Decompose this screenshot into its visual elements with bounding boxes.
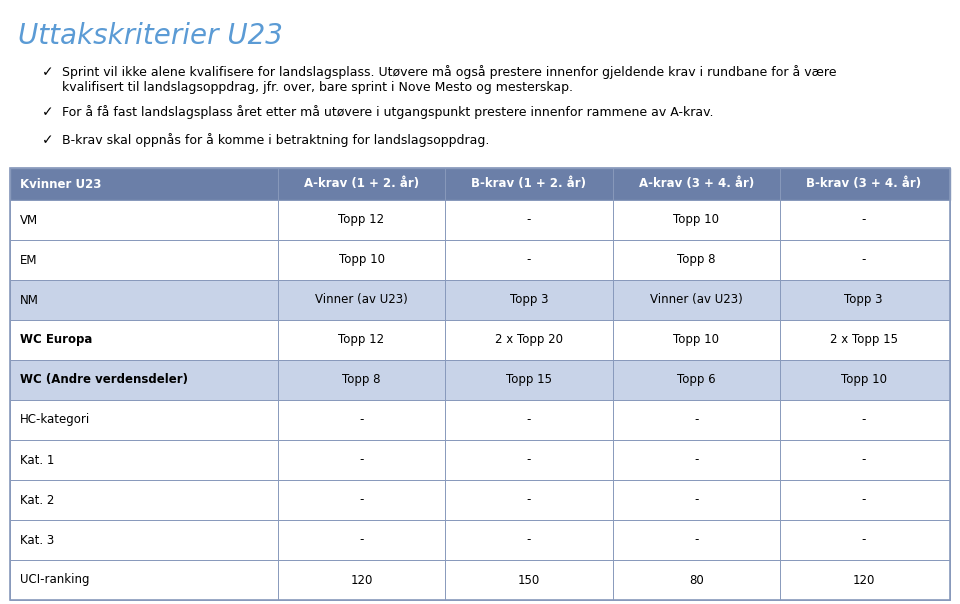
Text: -: - bbox=[359, 454, 364, 466]
Text: B-krav (1 + 2. år): B-krav (1 + 2. år) bbox=[471, 178, 587, 190]
Text: Kat. 3: Kat. 3 bbox=[20, 533, 55, 547]
Text: -: - bbox=[527, 213, 531, 226]
Text: -: - bbox=[694, 454, 698, 466]
Text: -: - bbox=[694, 533, 698, 547]
Text: ✓: ✓ bbox=[42, 133, 54, 147]
Text: 150: 150 bbox=[517, 574, 540, 586]
Text: -: - bbox=[861, 454, 866, 466]
Text: -: - bbox=[527, 533, 531, 547]
Bar bbox=[10, 320, 950, 360]
Bar bbox=[10, 520, 950, 560]
Text: B-krav (3 + 4. år): B-krav (3 + 4. år) bbox=[806, 178, 921, 190]
Text: NM: NM bbox=[20, 294, 38, 306]
Text: Topp 10: Topp 10 bbox=[841, 373, 886, 387]
Text: -: - bbox=[861, 533, 866, 547]
Text: -: - bbox=[359, 414, 364, 426]
Text: Topp 15: Topp 15 bbox=[506, 373, 552, 387]
Text: EM: EM bbox=[20, 254, 37, 266]
Bar bbox=[10, 168, 950, 600]
Text: Kat. 2: Kat. 2 bbox=[20, 493, 55, 507]
Text: Sprint vil ikke alene kvalifisere for landslagsplass. Utøvere må også prestere i: Sprint vil ikke alene kvalifisere for la… bbox=[62, 65, 836, 94]
Text: B-krav skal oppnås for å komme i betraktning for landslagsoppdrag.: B-krav skal oppnås for å komme i betrakt… bbox=[62, 133, 490, 147]
Text: Topp 3: Topp 3 bbox=[510, 294, 548, 306]
Bar bbox=[10, 480, 950, 520]
Text: For å få fast landslagsplass året etter må utøvere i utgangspunkt prestere innen: For å få fast landslagsplass året etter … bbox=[62, 105, 713, 119]
Text: ✓: ✓ bbox=[42, 65, 54, 79]
Text: Vinner (av U23): Vinner (av U23) bbox=[315, 294, 408, 306]
Text: ✓: ✓ bbox=[42, 105, 54, 119]
Text: -: - bbox=[694, 493, 698, 507]
Text: -: - bbox=[527, 454, 531, 466]
Text: -: - bbox=[694, 414, 698, 426]
Text: 2 x Topp 20: 2 x Topp 20 bbox=[495, 333, 563, 347]
Text: Topp 8: Topp 8 bbox=[677, 254, 715, 266]
Text: Uttakskriterier U23: Uttakskriterier U23 bbox=[18, 22, 283, 50]
Text: -: - bbox=[527, 414, 531, 426]
Text: Topp 3: Topp 3 bbox=[844, 294, 883, 306]
Text: Vinner (av U23): Vinner (av U23) bbox=[650, 294, 743, 306]
Text: 80: 80 bbox=[689, 574, 704, 586]
Text: Topp 12: Topp 12 bbox=[339, 213, 385, 226]
Text: Topp 12: Topp 12 bbox=[339, 333, 385, 347]
Bar bbox=[10, 560, 950, 600]
Text: VM: VM bbox=[20, 213, 38, 226]
Bar bbox=[10, 440, 950, 480]
Text: Kvinner U23: Kvinner U23 bbox=[20, 178, 102, 190]
Text: Topp 10: Topp 10 bbox=[339, 254, 385, 266]
Text: WC (Andre verdensdeler): WC (Andre verdensdeler) bbox=[20, 373, 188, 387]
Bar bbox=[10, 200, 950, 240]
Text: Topp 8: Topp 8 bbox=[343, 373, 381, 387]
Text: Topp 10: Topp 10 bbox=[673, 333, 719, 347]
Bar bbox=[10, 360, 950, 400]
Bar bbox=[10, 280, 950, 320]
Text: -: - bbox=[527, 254, 531, 266]
Text: -: - bbox=[861, 493, 866, 507]
Bar bbox=[10, 168, 950, 200]
Text: Topp 10: Topp 10 bbox=[673, 213, 719, 226]
Text: 120: 120 bbox=[852, 574, 875, 586]
Text: -: - bbox=[527, 493, 531, 507]
Text: UCI-ranking: UCI-ranking bbox=[20, 574, 89, 586]
Text: Topp 6: Topp 6 bbox=[677, 373, 715, 387]
Text: -: - bbox=[359, 533, 364, 547]
Bar bbox=[10, 400, 950, 440]
Text: -: - bbox=[861, 254, 866, 266]
Text: -: - bbox=[861, 213, 866, 226]
Text: 2 x Topp 15: 2 x Topp 15 bbox=[829, 333, 898, 347]
Text: Kat. 1: Kat. 1 bbox=[20, 454, 55, 466]
Text: A-krav (3 + 4. år): A-krav (3 + 4. år) bbox=[638, 178, 754, 190]
Text: 120: 120 bbox=[350, 574, 372, 586]
Text: A-krav (1 + 2. år): A-krav (1 + 2. år) bbox=[304, 178, 420, 190]
Text: -: - bbox=[861, 414, 866, 426]
Bar bbox=[10, 240, 950, 280]
Text: -: - bbox=[359, 493, 364, 507]
Text: WC Europa: WC Europa bbox=[20, 333, 92, 347]
Text: HC-kategori: HC-kategori bbox=[20, 414, 90, 426]
